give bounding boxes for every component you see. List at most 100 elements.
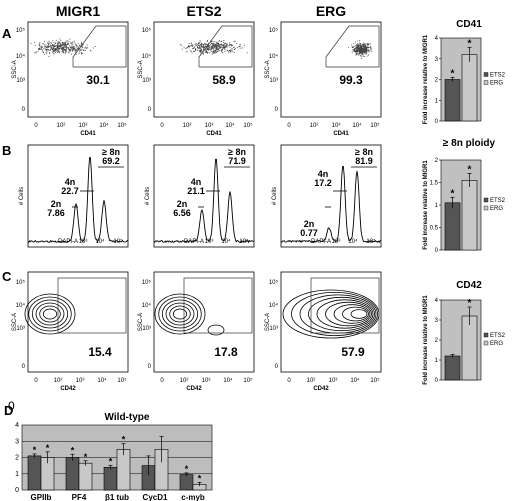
- gate-4n-value: 22.7: [61, 186, 79, 196]
- event-dot: [225, 46, 227, 48]
- event-dot: [196, 43, 198, 45]
- event-dot: [205, 51, 207, 52]
- event-dot: [68, 41, 70, 43]
- event-dot: [201, 42, 202, 44]
- plot-frame: [153, 271, 255, 373]
- event-dot: [48, 44, 49, 46]
- cd41-gate: [72, 25, 127, 68]
- event-dot: [208, 45, 210, 47]
- event-dot: [359, 48, 361, 49]
- event-dot: [354, 45, 356, 47]
- x-axis-label: DAPI-A: [58, 239, 78, 245]
- event-dot: [357, 50, 359, 52]
- event-dot: [48, 43, 50, 45]
- event-dot: [195, 48, 197, 50]
- event-dot: [63, 49, 65, 50]
- event-dot: [207, 48, 209, 50]
- event-dot: [369, 50, 371, 51]
- event-dot: [43, 51, 44, 53]
- event-dot: [71, 47, 73, 49]
- event-dot: [86, 44, 88, 46]
- category-label: c-myb: [181, 493, 205, 501]
- x-tick-label: 10³: [205, 239, 214, 245]
- event-dot: [79, 48, 81, 50]
- event-dot: [217, 50, 219, 52]
- event-dot: [361, 48, 362, 50]
- event-dot: [356, 47, 358, 49]
- event-dot: [231, 45, 232, 47]
- event-dot: [204, 43, 205, 45]
- event-dot: [40, 45, 42, 47]
- event-dot: [68, 51, 70, 53]
- event-dot: [58, 43, 60, 45]
- event-dot: [188, 46, 190, 47]
- gate-value-cd41: 30.1: [86, 73, 110, 87]
- chart-title: Wild-type: [105, 412, 150, 423]
- bar: [65, 457, 80, 491]
- event-dot: [364, 48, 366, 50]
- event-dot: [206, 52, 207, 54]
- event-dot: [366, 49, 367, 51]
- event-dot: [351, 44, 353, 46]
- event-dot: [199, 40, 201, 42]
- event-dot: [360, 48, 362, 50]
- event-dot: [56, 42, 58, 44]
- event-dot: [66, 46, 67, 48]
- event-dot: [63, 42, 64, 44]
- event-dot: [60, 45, 62, 47]
- event-dot: [72, 41, 74, 43]
- event-dot: [39, 42, 41, 44]
- gate-4n-label: 4n: [65, 177, 76, 187]
- event-dot: [200, 50, 201, 51]
- event-dot: [47, 49, 49, 51]
- event-dot: [211, 51, 213, 53]
- event-dot: [63, 52, 64, 54]
- event-dot: [361, 47, 363, 48]
- event-dot: [64, 45, 66, 46]
- legend-swatch-ets2: [483, 197, 489, 203]
- event-dot: [62, 51, 64, 53]
- event-dot: [215, 48, 217, 49]
- event-dot: [228, 45, 230, 47]
- event-dot: [49, 46, 51, 48]
- event-dot: [181, 48, 183, 50]
- event-dot: [56, 47, 58, 48]
- event-dot: [243, 44, 245, 46]
- event-dot: [52, 51, 53, 53]
- event-dot: [203, 49, 205, 51]
- event-dot: [361, 48, 363, 50]
- x-tick-label: 10⁵: [370, 377, 380, 384]
- event-dot: [71, 44, 73, 46]
- event-dot: [362, 44, 364, 46]
- event-dot: [214, 45, 216, 46]
- event-dot: [45, 48, 47, 50]
- x-axis-label: CD41: [80, 131, 96, 137]
- event-dot: [362, 42, 364, 44]
- y-tick-label: 10⁵: [142, 279, 152, 286]
- event-dot: [362, 54, 364, 56]
- event-dot: [71, 53, 72, 55]
- event-dot: [216, 47, 218, 48]
- event-dot: [357, 47, 359, 49]
- event-dot: [359, 45, 361, 47]
- event-dot: [69, 38, 71, 40]
- event-dot: [67, 44, 69, 45]
- event-dot: [216, 46, 218, 47]
- event-dot: [348, 46, 349, 48]
- event-dot: [358, 45, 360, 47]
- event-dot: [194, 46, 196, 48]
- panel-letter-a: A: [2, 26, 12, 41]
- event-dot: [86, 47, 88, 49]
- event-dot: [364, 53, 366, 55]
- event-dot: [85, 47, 87, 49]
- event-dot: [68, 48, 70, 50]
- event-dot: [84, 47, 86, 49]
- event-dot: [210, 41, 212, 43]
- event-dot: [47, 45, 49, 47]
- event-dot: [40, 48, 41, 50]
- event-dot: [89, 50, 91, 51]
- plot-frame: [280, 144, 382, 248]
- event-dot: [45, 44, 47, 46]
- event-dot: [71, 47, 73, 49]
- event-dot: [358, 52, 360, 53]
